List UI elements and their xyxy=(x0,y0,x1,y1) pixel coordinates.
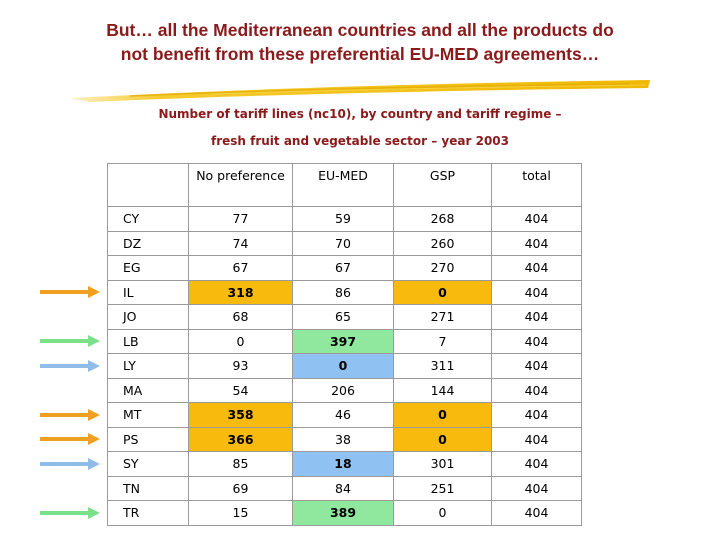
no-preference-cell: 67 xyxy=(188,255,293,281)
table-row: IL 318 86 0 404 xyxy=(107,279,582,305)
table-row: EG 67 67 270 404 xyxy=(107,255,582,281)
country-code-cell: LB xyxy=(107,328,189,354)
orange-arrow-icon xyxy=(40,286,100,299)
eu-med-cell: 397 xyxy=(292,328,394,354)
eu-med-cell: 206 xyxy=(292,377,394,403)
eu-med-cell: 18 xyxy=(292,451,394,477)
slide-title-line-1: But… all the Mediterranean countries and… xyxy=(106,20,614,40)
eu-med-cell: 38 xyxy=(292,426,394,452)
slide-title: But… all the Mediterranean countries and… xyxy=(0,18,720,66)
table-row: LB 0 397 7 404 xyxy=(107,328,582,354)
eu-med-cell: 84 xyxy=(292,475,394,501)
eu-med-cell: 46 xyxy=(292,402,394,428)
no-preference-cell: 54 xyxy=(188,377,293,403)
no-preference-cell: 85 xyxy=(188,451,293,477)
header-gsp: GSP xyxy=(393,163,492,207)
no-preference-cell: 0 xyxy=(188,328,293,354)
table-row: SY 85 18 301 404 xyxy=(107,451,582,477)
gsp-cell: 0 xyxy=(393,500,492,526)
no-preference-cell: 366 xyxy=(188,426,293,452)
table-caption-line-1: Number of tariff lines (nc10), by countr… xyxy=(158,107,562,121)
total-cell: 404 xyxy=(491,328,582,354)
country-code-cell: TN xyxy=(107,475,189,501)
blue-arrow-icon xyxy=(40,457,100,470)
no-preference-cell: 69 xyxy=(188,475,293,501)
total-cell: 404 xyxy=(491,304,582,330)
table-row: CY 77 59 268 404 xyxy=(107,206,582,232)
gsp-cell: 0 xyxy=(393,426,492,452)
total-cell: 404 xyxy=(491,377,582,403)
eu-med-cell: 65 xyxy=(292,304,394,330)
no-preference-cell: 358 xyxy=(188,402,293,428)
country-code-cell: TR xyxy=(107,500,189,526)
gsp-cell: 0 xyxy=(393,279,492,305)
country-code-cell: JO xyxy=(107,304,189,330)
no-preference-cell: 68 xyxy=(188,304,293,330)
header-country xyxy=(107,163,189,207)
no-preference-cell: 318 xyxy=(188,279,293,305)
total-cell: 404 xyxy=(491,206,582,232)
table-row: JO 68 65 271 404 xyxy=(107,304,582,330)
green-arrow-icon xyxy=(40,506,100,519)
orange-arrow-icon xyxy=(40,433,100,446)
brush-stroke-divider xyxy=(70,80,650,102)
table-row: TR 15 389 0 404 xyxy=(107,500,582,526)
country-code-cell: MA xyxy=(107,377,189,403)
table-row: LY 93 0 311 404 xyxy=(107,353,582,379)
table-header-row: No preference EU-MED GSP total xyxy=(107,163,582,207)
total-cell: 404 xyxy=(491,353,582,379)
eu-med-cell: 86 xyxy=(292,279,394,305)
gsp-cell: 251 xyxy=(393,475,492,501)
table-row: PS 366 38 0 404 xyxy=(107,426,582,452)
country-code-cell: EG xyxy=(107,255,189,281)
country-code-cell: MT xyxy=(107,402,189,428)
gsp-cell: 301 xyxy=(393,451,492,477)
total-cell: 404 xyxy=(491,426,582,452)
header-total: total xyxy=(491,163,582,207)
eu-med-cell: 59 xyxy=(292,206,394,232)
green-arrow-icon xyxy=(40,335,100,348)
table-row: TN 69 84 251 404 xyxy=(107,475,582,501)
eu-med-cell: 67 xyxy=(292,255,394,281)
total-cell: 404 xyxy=(491,402,582,428)
gsp-cell: 260 xyxy=(393,230,492,256)
total-cell: 404 xyxy=(491,230,582,256)
gsp-cell: 7 xyxy=(393,328,492,354)
gsp-cell: 271 xyxy=(393,304,492,330)
tariff-lines-table: No preference EU-MED GSP total CY 77 59 268… xyxy=(107,163,582,526)
table-caption-line-2: fresh fruit and vegetable sector – year … xyxy=(210,134,509,148)
table-row: MT 358 46 0 404 xyxy=(107,402,582,428)
gsp-cell: 0 xyxy=(393,402,492,428)
total-cell: 404 xyxy=(491,279,582,305)
table-row: DZ 74 70 260 404 xyxy=(107,230,582,256)
total-cell: 404 xyxy=(491,255,582,281)
orange-arrow-icon xyxy=(40,408,100,421)
no-preference-cell: 15 xyxy=(188,500,293,526)
country-code-cell: CY xyxy=(107,206,189,232)
no-preference-cell: 77 xyxy=(188,206,293,232)
country-code-cell: SY xyxy=(107,451,189,477)
total-cell: 404 xyxy=(491,500,582,526)
gsp-cell: 270 xyxy=(393,255,492,281)
slide-title-line-2: not benefit from these preferential EU-M… xyxy=(120,44,600,64)
table-row: MA 54 206 144 404 xyxy=(107,377,582,403)
blue-arrow-icon xyxy=(40,359,100,372)
no-preference-cell: 93 xyxy=(188,353,293,379)
total-cell: 404 xyxy=(491,475,582,501)
gsp-cell: 311 xyxy=(393,353,492,379)
eu-med-cell: 70 xyxy=(292,230,394,256)
eu-med-cell: 0 xyxy=(292,353,394,379)
header-no-preference: No preference xyxy=(188,163,293,207)
gsp-cell: 144 xyxy=(393,377,492,403)
country-code-cell: PS xyxy=(107,426,189,452)
country-code-cell: LY xyxy=(107,353,189,379)
total-cell: 404 xyxy=(491,451,582,477)
country-code-cell: IL xyxy=(107,279,189,305)
gsp-cell: 268 xyxy=(393,206,492,232)
eu-med-cell: 389 xyxy=(292,500,394,526)
country-code-cell: DZ xyxy=(107,230,189,256)
header-eu-med: EU-MED xyxy=(292,163,394,207)
no-preference-cell: 74 xyxy=(188,230,293,256)
